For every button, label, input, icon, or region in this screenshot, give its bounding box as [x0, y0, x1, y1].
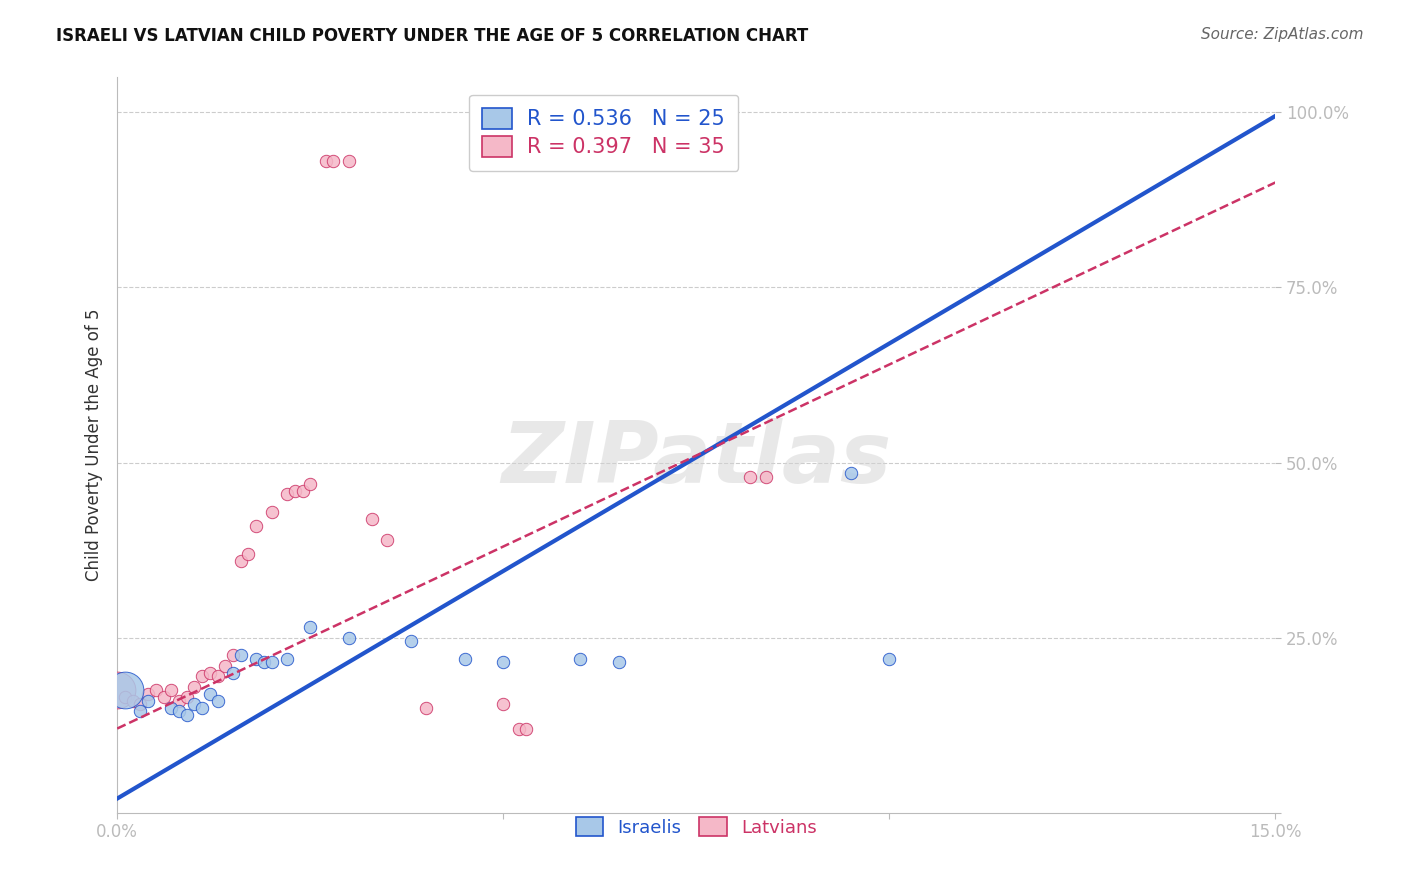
- Point: [198, 665, 221, 680]
- Point: [176, 707, 198, 722]
- Point: [136, 693, 159, 707]
- Legend: Israelis, Latvians: Israelis, Latvians: [568, 810, 824, 844]
- Point: [167, 693, 190, 707]
- Point: [229, 553, 252, 567]
- Point: [222, 648, 245, 662]
- Point: [361, 511, 384, 525]
- Point: [337, 154, 360, 169]
- Point: [167, 704, 190, 718]
- Point: [191, 669, 214, 683]
- Point: [276, 651, 298, 665]
- Point: [114, 683, 136, 698]
- Point: [415, 700, 437, 714]
- Point: [315, 154, 337, 169]
- Point: [214, 658, 236, 673]
- Point: [839, 466, 862, 480]
- Point: [260, 655, 283, 669]
- Point: [453, 651, 475, 665]
- Point: [160, 683, 183, 698]
- Point: [276, 487, 298, 501]
- Point: [253, 655, 276, 669]
- Point: [322, 154, 344, 169]
- Point: [299, 620, 322, 634]
- Point: [191, 700, 214, 714]
- Point: [245, 651, 267, 665]
- Point: [492, 655, 515, 669]
- Point: [129, 697, 152, 711]
- Text: ZIPatlas: ZIPatlas: [501, 418, 891, 501]
- Point: [291, 483, 314, 498]
- Point: [121, 693, 143, 707]
- Text: ISRAELI VS LATVIAN CHILD POVERTY UNDER THE AGE OF 5 CORRELATION CHART: ISRAELI VS LATVIAN CHILD POVERTY UNDER T…: [56, 27, 808, 45]
- Point: [377, 533, 399, 547]
- Point: [207, 669, 229, 683]
- Y-axis label: Child Poverty Under the Age of 5: Child Poverty Under the Age of 5: [86, 309, 103, 582]
- Point: [198, 687, 221, 701]
- Point: [740, 469, 762, 483]
- Point: [145, 683, 167, 698]
- Point: [176, 690, 198, 704]
- Point: [337, 631, 360, 645]
- Point: [160, 700, 183, 714]
- Point: [152, 690, 174, 704]
- Point: [207, 693, 229, 707]
- Point: [129, 704, 152, 718]
- Point: [238, 547, 260, 561]
- Point: [229, 648, 252, 662]
- Point: [569, 651, 592, 665]
- Point: [879, 651, 901, 665]
- Point: [508, 722, 530, 736]
- Point: [183, 697, 205, 711]
- Point: [105, 683, 128, 698]
- Point: [183, 680, 205, 694]
- Point: [114, 690, 136, 704]
- Point: [245, 518, 267, 533]
- Point: [299, 476, 322, 491]
- Point: [260, 504, 283, 518]
- Point: [136, 687, 159, 701]
- Point: [607, 655, 630, 669]
- Point: [222, 665, 245, 680]
- Point: [284, 483, 307, 498]
- Point: [399, 634, 422, 648]
- Point: [492, 697, 515, 711]
- Point: [515, 722, 537, 736]
- Text: Source: ZipAtlas.com: Source: ZipAtlas.com: [1201, 27, 1364, 42]
- Point: [755, 469, 778, 483]
